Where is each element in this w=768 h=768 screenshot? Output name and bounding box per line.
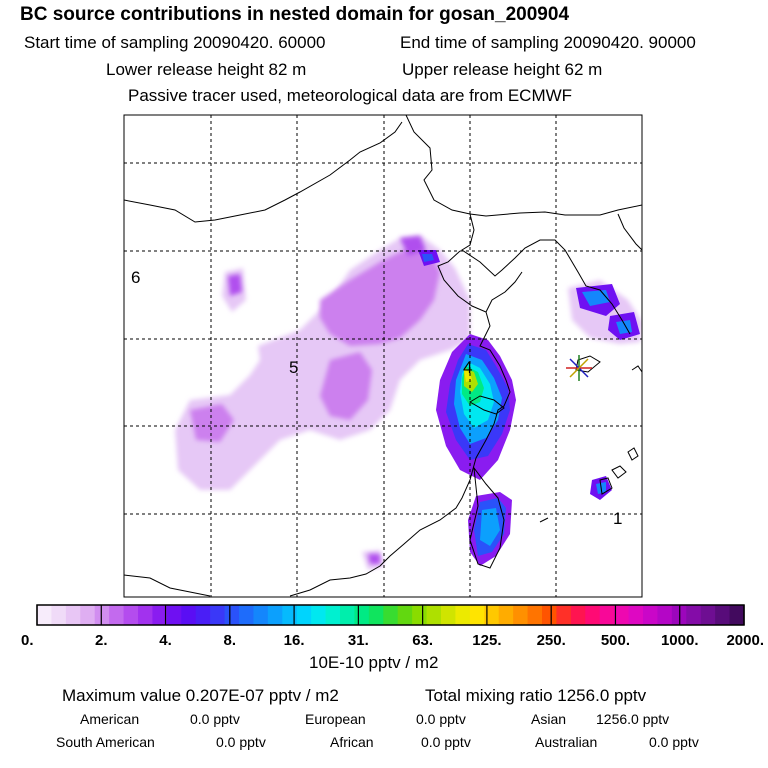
colorbar-tick-label: 250. [537, 632, 566, 649]
colorbar-tick-label: 4. [159, 632, 172, 649]
colorbar-cell [94, 605, 110, 625]
colorbar-cell [296, 605, 312, 625]
colorbar-cell [455, 605, 471, 625]
colorbar-tick-label: 500. [601, 632, 630, 649]
map-title: BC source contributions in nested domain… [20, 4, 570, 25]
colorbar-unit: 10E-10 pptv / m2 [309, 653, 439, 672]
colorbar-cell [368, 605, 384, 625]
colorbar-cell [628, 605, 644, 625]
map-grid [124, 115, 642, 597]
colorbar-cell [181, 605, 197, 625]
colorbar-cell [51, 605, 67, 625]
colorbar-cell [195, 605, 211, 625]
colorbar-cell [325, 605, 341, 625]
colorbar-cell [311, 605, 327, 625]
colorbar-cell [166, 605, 182, 625]
colorbar-cell [282, 605, 298, 625]
region-european-value: 0.0 pptv [416, 711, 466, 727]
colorbar-tick-label: 31. [348, 632, 369, 649]
region-australian-value: 0.0 pptv [649, 734, 699, 750]
colorbar-cell [267, 605, 283, 625]
total-mixing-ratio: Total mixing ratio 1256.0 pptv [425, 686, 647, 705]
colorbar-cell [412, 605, 428, 625]
sampling-end: End time of sampling 20090420. 90000 [400, 33, 696, 52]
region-south-american-name: South American [56, 734, 155, 750]
colorbar-cell [210, 605, 226, 625]
plume-mid [190, 236, 440, 564]
colorbar-cell [527, 605, 543, 625]
colorbar-cell [340, 605, 356, 625]
colorbar-cell [239, 605, 255, 625]
region-south-american-value: 0.0 pptv [216, 734, 266, 750]
colorbar-cells [37, 605, 745, 625]
region-australian-name: Australian [535, 734, 598, 750]
region-african-value: 0.0 pptv [421, 734, 471, 750]
colorbar-cell [570, 605, 586, 625]
region-label-1: 1 [613, 509, 622, 528]
region-label-6: 6 [131, 268, 140, 287]
colorbar-cell [700, 605, 716, 625]
colorbar-cell [686, 605, 702, 625]
region-asian-value: 1256.0 pptv [596, 711, 670, 727]
colorbar-tick-label: 1000. [661, 632, 699, 649]
colorbar-cell [484, 605, 500, 625]
region-american-value: 0.0 pptv [190, 711, 240, 727]
colorbar-cell [383, 605, 399, 625]
release-lower: Lower release height 82 m [106, 60, 307, 79]
colorbar-cell [224, 605, 240, 625]
tracer-note: Passive tracer used, meteorological data… [128, 86, 573, 105]
colorbar-cell [542, 605, 558, 625]
colorbar-cell [715, 605, 731, 625]
colorbar-tick-label: 125. [472, 632, 501, 649]
colorbar-cell [65, 605, 81, 625]
region-label-4: 4 [463, 358, 472, 377]
colorbar-cell [441, 605, 457, 625]
colorbar-cell [729, 605, 745, 625]
region-european-name: European [305, 711, 366, 727]
colorbar-tick-label: 2000. [726, 632, 764, 649]
colorbar-cell [138, 605, 154, 625]
colorbar-cell [513, 605, 529, 625]
colorbar-ticks: 0. 2. 4. 8. 16. 31. 63. 125. 250. 500. 1000. 2000. [21, 605, 764, 649]
colorbar-cell [37, 605, 53, 625]
colorbar-tick-label: 63. [412, 632, 433, 649]
colorbar-cell [657, 605, 673, 625]
colorbar-cell [585, 605, 601, 625]
sampling-start: Start time of sampling 20090420. 60000 [24, 33, 326, 52]
region-american-name: American [80, 711, 140, 727]
map-frame [123, 114, 643, 598]
release-upper: Upper release height 62 m [402, 60, 603, 79]
colorbar-cell [109, 605, 125, 625]
colorbar-cell [397, 605, 413, 625]
colorbar-tick-label: 8. [224, 632, 237, 649]
receptor-star-icon [566, 355, 592, 381]
colorbar-cell [253, 605, 269, 625]
region-label-5: 5 [289, 358, 298, 377]
colorbar-cell [498, 605, 514, 625]
colorbar-tick-label: 2. [95, 632, 108, 649]
colorbar-cell [80, 605, 96, 625]
colorbar-tick-label: 16. [284, 632, 305, 649]
colorbar-cell [469, 605, 485, 625]
colorbar-cell [643, 605, 659, 625]
colorbar-cell [614, 605, 630, 625]
colorbar-cell [426, 605, 442, 625]
colorbar-cell [599, 605, 615, 625]
max-value: Maximum value 0.207E-07 pptv / m2 [62, 686, 339, 705]
colorbar-cell [354, 605, 370, 625]
colorbar-cell [556, 605, 572, 625]
colorbar-cell [123, 605, 139, 625]
colorbar-tick-label: 0. [21, 632, 34, 649]
region-asian-name: Asian [531, 711, 567, 727]
region-african-name: African [330, 734, 374, 750]
colorbar-cell [152, 605, 168, 625]
